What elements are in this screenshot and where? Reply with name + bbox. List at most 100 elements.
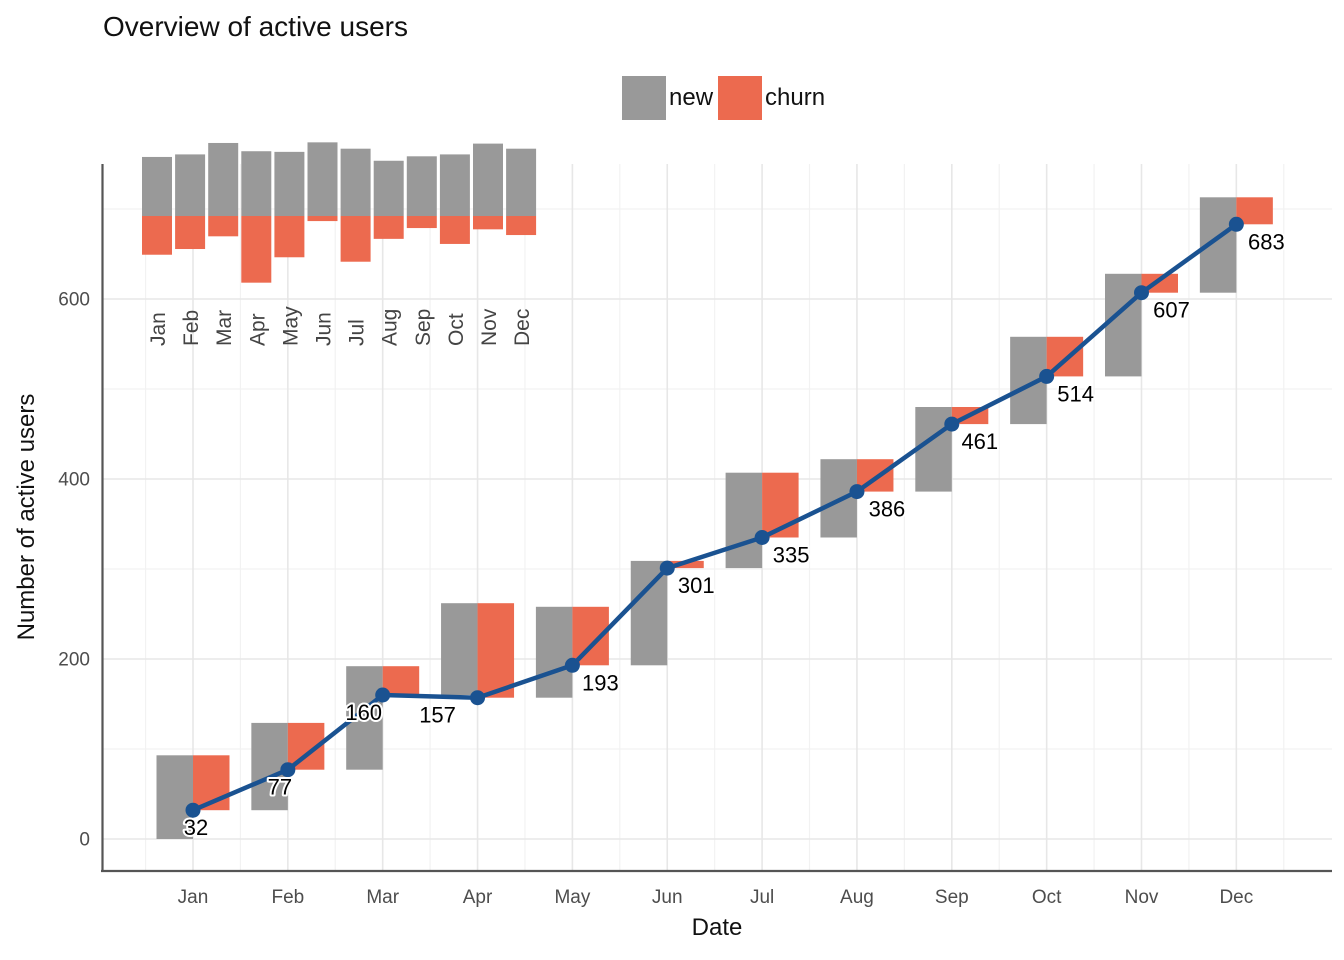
x-tick-labels: Jan Feb Mar Apr May Jun Jul Aug Sep Oct Nov Dec (178, 887, 1254, 908)
y-tick-label-0: 0 (79, 830, 90, 851)
x-tick-label-Apr: Apr (463, 887, 493, 908)
point-Oct (1039, 368, 1055, 384)
inset-new-bar-Jun (307, 142, 338, 216)
churn-bar-Apr (477, 603, 515, 698)
inset-new-bar-Apr (241, 151, 272, 216)
new-bar-Jun (630, 560, 668, 666)
x-tick-label-Sep: Sep (935, 887, 969, 908)
new-bar-Apr (441, 603, 478, 695)
chart-title: Overview of active users (103, 11, 408, 42)
value-label-Apr: 157 (419, 703, 456, 728)
value-label-Aug: 386 (869, 497, 906, 522)
inset-churn-bar-Nov (473, 216, 503, 230)
value-label-Dec: 683 (1248, 229, 1285, 254)
inset-new-bar-May (274, 151, 305, 216)
legend: new churn (622, 76, 830, 120)
inset-month-label-Aug: Aug (379, 309, 402, 346)
inset-churn-bar-Dec (506, 216, 537, 236)
new-bar-May (535, 606, 573, 698)
inset-churn-bar-Jul (340, 216, 371, 262)
inset-month-label-May: May (279, 306, 302, 346)
inset-chart: Jan Feb Mar Apr May Jun Jul Aug Sep Oct Nov Dec (142, 142, 537, 346)
value-label-Mar: 160 (345, 700, 382, 725)
x-tick-label-Jan: Jan (178, 887, 209, 908)
x-tick-label-Oct: Oct (1032, 887, 1062, 908)
x-tick-label-Feb: Feb (271, 887, 304, 908)
x-tick-label-Dec: Dec (1219, 887, 1253, 908)
x-tick-label-Jul: Jul (750, 887, 774, 908)
inset-churn-bar-Sep (406, 216, 437, 229)
legend-swatch-new (622, 76, 666, 120)
point-Jun (659, 560, 675, 576)
inset-churn-bar-Jan (142, 216, 172, 255)
point-Apr (470, 690, 486, 706)
inset-month-label-Oct: Oct (445, 313, 468, 346)
inset-churn-bar-Jun (307, 216, 338, 222)
value-labels: 32 77 160 157 193 301 335 386 461 514 607 683 (182, 227, 1287, 842)
inset-churn-bar-Feb (175, 216, 206, 250)
inset-new-bar-Aug (373, 160, 404, 216)
value-label-Jul: 335 (773, 543, 810, 568)
y-tick-label-200: 200 (58, 650, 90, 671)
x-tick-label-Nov: Nov (1125, 887, 1159, 908)
inset-month-label-Mar: Mar (213, 310, 236, 346)
value-label-Jun: 301 (678, 573, 715, 598)
inset-new-bar-Oct (439, 154, 470, 216)
y-tick-label-600: 600 (58, 290, 90, 311)
value-label-Oct: 514 (1057, 381, 1094, 406)
inset-new-bar-Nov (473, 143, 503, 216)
inset-new-bar-Sep (406, 156, 437, 216)
inset-new-bar-Mar (208, 142, 239, 216)
inset-month-label-Jan: Jan (147, 312, 170, 346)
point-Feb (280, 762, 296, 778)
inset-month-label-Jun: Jun (313, 312, 336, 346)
churn-bar-Mar (382, 666, 420, 695)
x-tick-label-Mar: Mar (366, 887, 399, 908)
new-bar-Jan (156, 755, 193, 839)
new-bar-Jul (725, 472, 763, 569)
value-label-Sep: 461 (961, 429, 998, 454)
value-label-Nov: 607 (1153, 298, 1190, 323)
inset-month-label-Sep: Sep (412, 309, 435, 346)
x-tick-label-Jun: Jun (652, 887, 683, 908)
x-tick-label-May: May (554, 887, 590, 908)
inset-new-bar-Dec (506, 148, 537, 216)
point-Jul (754, 530, 770, 545)
y-tick-labels: 0 200 400 600 (58, 290, 90, 851)
waterfall-bars (156, 197, 1273, 839)
legend-label-churn: churn (765, 84, 826, 111)
y-tick-label-400: 400 (58, 470, 90, 491)
legend-swatch-churn (718, 76, 763, 120)
value-label-May: 193 (582, 670, 619, 695)
point-Jan (185, 802, 201, 818)
inset-churn-bar-May (274, 216, 305, 258)
point-Aug (849, 484, 865, 500)
inset-churn-bar-Apr (241, 216, 272, 283)
inset-month-label-Dec: Dec (511, 309, 534, 346)
x-axis-title: Date (691, 914, 743, 941)
x-tick-label-Aug: Aug (840, 887, 874, 908)
churn-bar-Dec (1236, 197, 1273, 225)
point-Dec (1228, 216, 1244, 232)
value-label-Jan: 32 (184, 815, 208, 840)
point-Nov (1134, 285, 1149, 301)
inset-churn-bar-Mar (208, 216, 239, 237)
point-May (564, 657, 580, 673)
value-label-Feb: 77 (268, 775, 292, 800)
inset-churn-bar-Aug (373, 216, 404, 239)
inset-new-bar-Jan (142, 156, 172, 216)
inset-new-bar-Feb (175, 154, 206, 216)
inset-month-label-Feb: Feb (180, 310, 203, 346)
inset-month-label-Apr: Apr (246, 313, 269, 346)
point-Mar (375, 687, 391, 703)
inset-churn-bar-Oct (439, 216, 470, 244)
inset-month-label-Jul: Jul (346, 319, 369, 346)
trend-line (190, 222, 1239, 813)
inset-month-label-Nov: Nov (478, 308, 501, 346)
point-Sep (944, 416, 960, 432)
inset-new-bar-Jul (340, 148, 371, 216)
legend-label-new: new (669, 84, 714, 111)
data-points (185, 216, 1244, 818)
